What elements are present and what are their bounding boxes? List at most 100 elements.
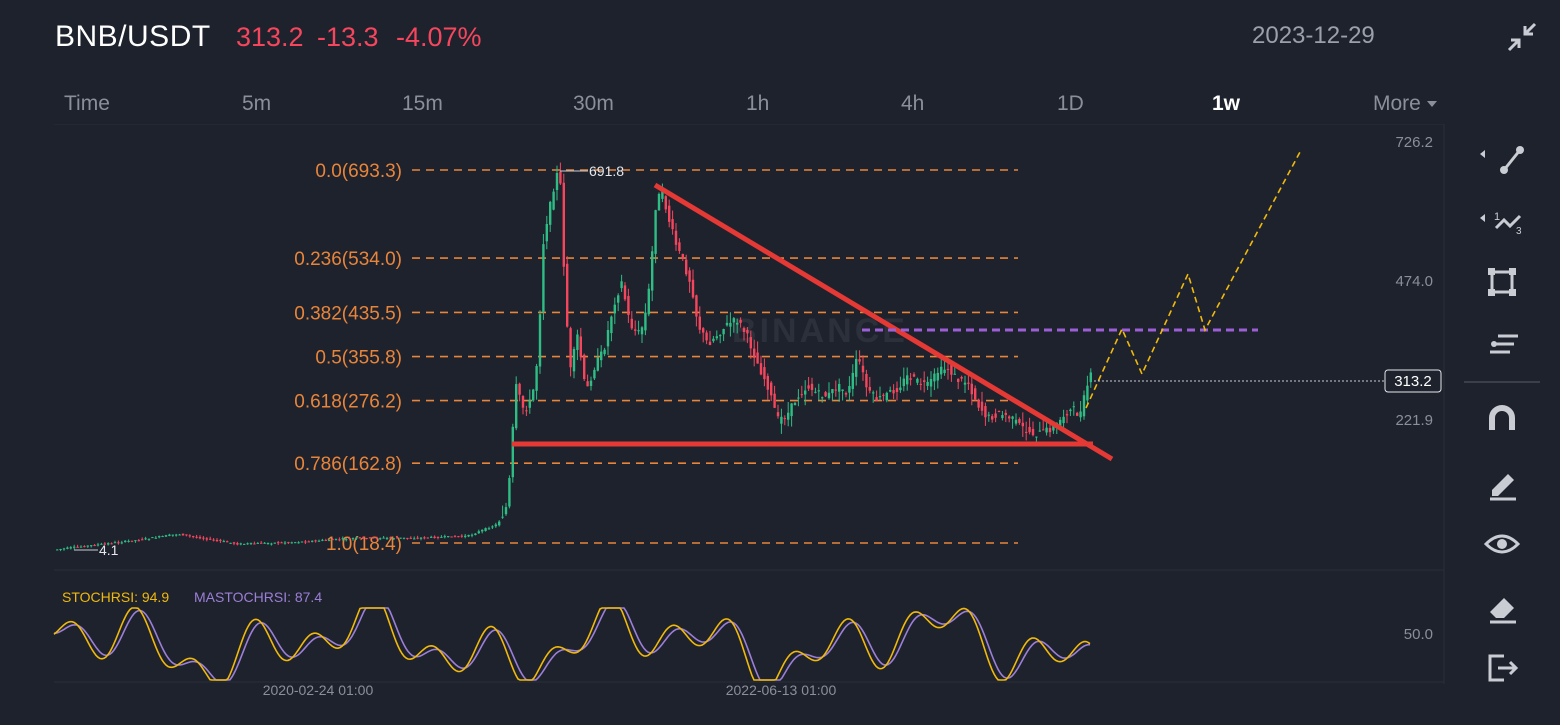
polyline-tool[interactable]: 1 3 <box>1480 200 1526 240</box>
candle-body <box>185 534 188 536</box>
candle-body <box>895 388 899 392</box>
candle-body <box>175 534 178 536</box>
candle-body <box>1076 412 1079 416</box>
candle-body <box>358 537 361 539</box>
candle-body <box>668 205 671 222</box>
tab-15m[interactable]: 15m <box>402 92 443 115</box>
candle-body <box>549 201 552 225</box>
rectangle-tool[interactable] <box>1480 264 1526 304</box>
pair-name[interactable]: BNB/USDT <box>55 20 211 53</box>
tab-more[interactable]: More <box>1373 92 1437 116</box>
visibility-tool[interactable] <box>1480 524 1526 564</box>
tab-4h[interactable]: 4h <box>901 92 925 115</box>
tab-30m[interactable]: 30m <box>573 92 614 115</box>
candle-body <box>79 546 83 548</box>
candle-body <box>647 288 650 315</box>
candle-body <box>838 383 841 392</box>
candle-body <box>1089 372 1092 383</box>
candle-body <box>821 397 824 399</box>
candle-body <box>844 393 848 395</box>
candle-body <box>848 386 851 393</box>
candle-body <box>695 295 698 317</box>
candle-body <box>379 538 382 540</box>
last-price-tag <box>1384 369 1442 393</box>
candle-body <box>457 536 460 538</box>
candle-body <box>219 539 222 541</box>
candle-body <box>1052 425 1055 431</box>
candle-body <box>868 386 871 391</box>
eraser-tool[interactable] <box>1480 588 1526 628</box>
candle-body <box>756 352 759 364</box>
candle-body <box>705 332 708 341</box>
fib-retracement[interactable]: 0.0(693.3) 0.236(534.0) 0.382(435.5) 0.5(35… <box>294 161 1018 555</box>
descending-trendline[interactable] <box>653 182 1114 462</box>
candle-body <box>338 539 341 541</box>
candle-body <box>882 394 885 396</box>
candle-body <box>260 542 263 544</box>
candle-body <box>671 219 674 230</box>
tab-5m[interactable]: 5m <box>242 92 272 115</box>
price-axis-label-low: 221.9 <box>1395 412 1433 429</box>
candle-body <box>606 329 610 347</box>
candle-body <box>950 364 953 375</box>
tab-1d[interactable]: 1D <box>1057 92 1084 115</box>
candle-body <box>83 546 86 548</box>
candle-body <box>430 536 433 538</box>
candle-body <box>239 543 242 545</box>
candle-body <box>368 537 372 539</box>
candle-body <box>712 338 715 342</box>
candle-body <box>858 359 861 362</box>
tab-1w[interactable]: 1w <box>1212 92 1241 115</box>
candle-body <box>759 363 763 375</box>
candle-body <box>919 383 922 385</box>
eraser-icon <box>1490 598 1516 624</box>
exit-drawing-tool[interactable] <box>1480 648 1526 688</box>
candle-body <box>1014 419 1018 424</box>
candle-body <box>763 367 766 380</box>
candle-body <box>161 536 164 538</box>
candle-body <box>440 536 443 538</box>
high-annotation: 691.8 <box>589 163 624 179</box>
tab-time[interactable]: Time <box>64 92 110 115</box>
trendline-tool[interactable] <box>1480 140 1526 180</box>
candle-body <box>1028 426 1031 433</box>
candle-body <box>243 543 246 545</box>
candle-body <box>987 414 990 416</box>
candle-body <box>188 535 191 537</box>
candle-body <box>753 348 756 358</box>
candle-body <box>967 382 970 384</box>
candle-body <box>827 392 831 399</box>
candlesticks <box>56 162 1092 552</box>
candle-body <box>59 548 62 550</box>
candle-body <box>158 536 161 538</box>
candle-body <box>851 372 854 389</box>
tab-1h[interactable]: 1h <box>746 92 770 115</box>
candle-body <box>814 391 817 393</box>
candle-body <box>498 521 501 526</box>
candle-body <box>732 318 735 323</box>
candle-body <box>725 322 729 326</box>
candle-body <box>783 418 786 420</box>
candle-body <box>773 393 776 408</box>
candle-body <box>736 322 739 325</box>
candle-body <box>297 542 300 544</box>
fib-tool[interactable] <box>1480 326 1526 366</box>
candle-body <box>229 542 232 544</box>
candle-body <box>1059 419 1062 427</box>
candle-body <box>810 383 814 391</box>
candle-body <box>889 390 892 392</box>
candle-body <box>1011 416 1014 419</box>
exit-fullscreen-icon[interactable] <box>1505 20 1539 54</box>
rectangle-icon <box>1488 268 1516 296</box>
candle-body <box>423 537 426 539</box>
candle-body <box>287 542 290 544</box>
magnet-tool[interactable] <box>1480 400 1526 440</box>
price-projection-path[interactable] <box>1085 151 1301 409</box>
price-chart[interactable]: BINANCE 0.0(693.3)0.236(534.0)0.382(435.… <box>0 123 1560 720</box>
chart-area[interactable]: BINANCE 0.0(693.3) 0.236(534.0) 0.382(435.… <box>0 123 1560 720</box>
candle-body <box>443 536 446 538</box>
candle-body <box>824 392 827 397</box>
pencil-tool[interactable] <box>1480 464 1526 504</box>
exit-icon <box>1488 654 1519 682</box>
candle-body <box>144 538 147 540</box>
